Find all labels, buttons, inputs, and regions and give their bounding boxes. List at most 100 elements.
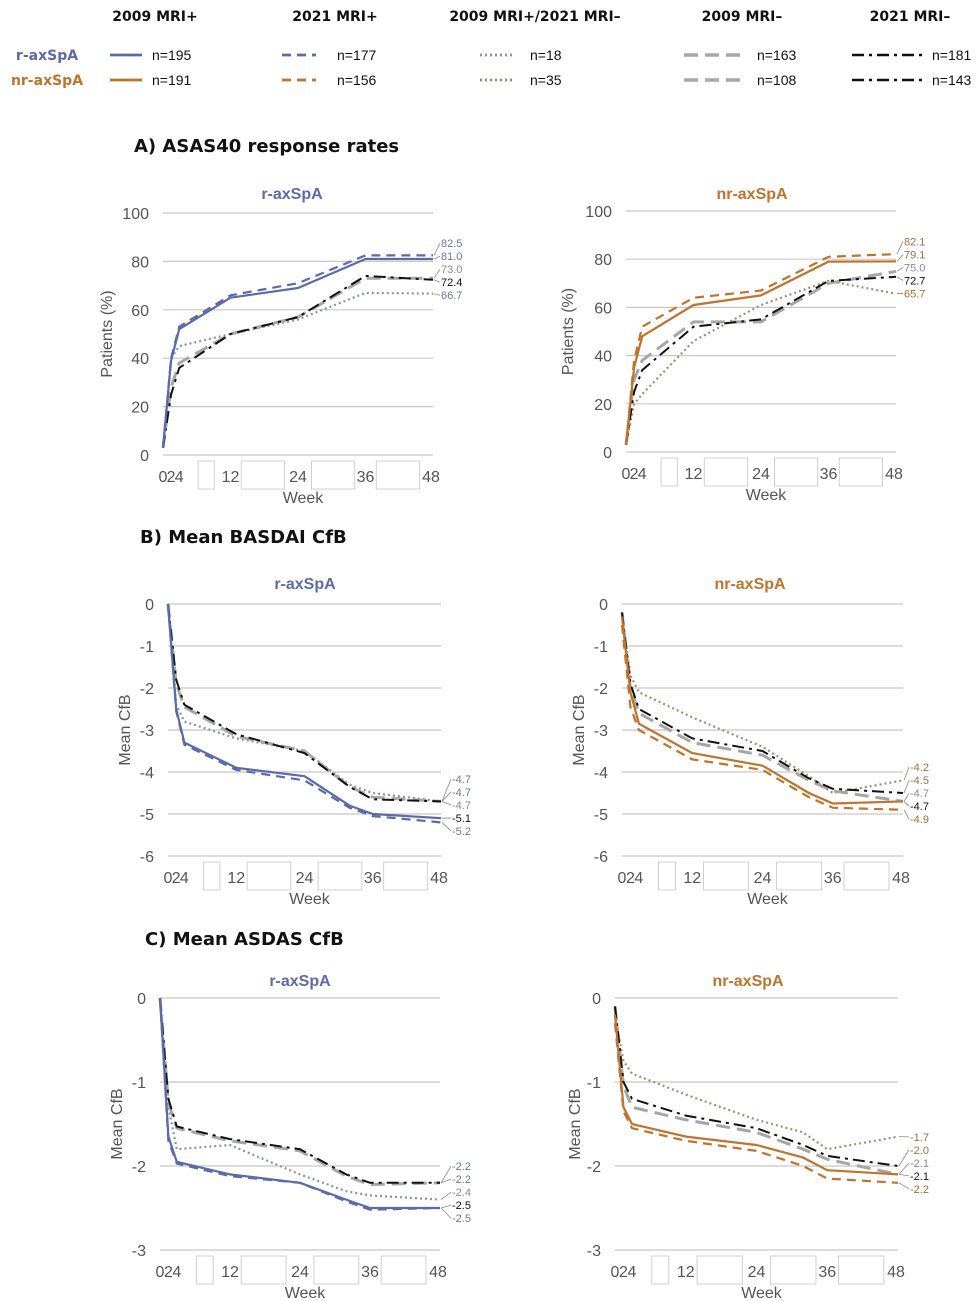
- legend-count: n=163: [757, 47, 797, 63]
- axis-placeholder-box: [774, 457, 819, 487]
- x-tick-label: 2: [172, 870, 181, 887]
- series-line: [624, 269, 897, 445]
- series-line: [158, 997, 440, 1210]
- series-line: [158, 997, 441, 1186]
- end-value-label: -4.2: [910, 762, 929, 774]
- x-tick-label: 2: [167, 469, 176, 486]
- legend-count: n=156: [337, 72, 377, 88]
- axis-placeholder-box: [651, 1255, 670, 1285]
- series-line: [167, 603, 442, 803]
- x-tick-label: 36: [818, 1264, 836, 1281]
- chart-b-nr: nr-axSpA0-1-2-3-4-5-60241224323648WeekMe…: [571, 576, 929, 908]
- axis-placeholder-box: [843, 861, 890, 891]
- end-value-label: 72.7: [904, 275, 925, 287]
- legend-column-header: 2021 MRI+: [292, 9, 378, 25]
- y-axis-label: Mean CfB: [571, 694, 588, 765]
- end-value-label: -2.5: [452, 1200, 471, 1212]
- x-tick-label: 2: [164, 1264, 173, 1281]
- x-tick-label: 0: [611, 1264, 620, 1281]
- chart-title: r-axSpA: [274, 576, 336, 593]
- y-tick-label: 40: [594, 349, 612, 366]
- end-value-label: -2.4: [452, 1187, 471, 1199]
- x-tick-label: 2: [630, 466, 639, 483]
- end-label-leader: [903, 809, 910, 820]
- end-value-label: -5.1: [452, 813, 471, 825]
- y-tick-label: -6: [140, 849, 154, 866]
- y-tick-label: -1: [594, 639, 608, 656]
- end-value-label: 66.7: [441, 290, 462, 302]
- x-axis-label: Week: [747, 891, 789, 908]
- x-tick-label: 36: [361, 1264, 379, 1281]
- series-line: [166, 603, 442, 803]
- end-value-label: -4.7: [910, 801, 929, 813]
- y-axis-label: Mean CfB: [109, 1088, 126, 1159]
- x-tick-label: 12: [222, 469, 240, 486]
- legend-count: n=181: [932, 47, 972, 63]
- y-tick-label: -5: [594, 807, 608, 824]
- y-tick-label: 60: [131, 303, 149, 320]
- x-tick-label: 36: [357, 469, 375, 486]
- series-line: [158, 997, 441, 1201]
- series-line: [613, 1023, 899, 1184]
- end-label-leader: [441, 778, 452, 802]
- x-tick-label: 48: [422, 469, 440, 486]
- y-tick-label: -2: [132, 1159, 146, 1176]
- y-tick-label: -5: [140, 807, 154, 824]
- legend: 2009 MRI+ 2021 MRI+ 2009 MRI+/2021 MRI– 200…: [11, 9, 972, 89]
- x-tick-label: 48: [429, 1264, 447, 1281]
- legend-count: n=18: [530, 47, 562, 63]
- end-label-leader: [898, 1174, 910, 1177]
- y-tick-label: -3: [132, 1243, 146, 1260]
- x-tick-label: 48: [892, 870, 910, 887]
- axis-placeholder-box: [202, 861, 221, 891]
- end-value-label: -4.9: [910, 814, 929, 826]
- axis-placeholder-box: [313, 1255, 360, 1285]
- y-tick-label: -1: [132, 1075, 146, 1092]
- series-line: [614, 1006, 899, 1167]
- x-tick-label: 4: [175, 469, 184, 486]
- axis-placeholder-box: [375, 460, 420, 490]
- x-tick-label: 0: [164, 870, 173, 887]
- end-label-leader: [440, 1166, 452, 1184]
- x-tick-label: 36: [824, 870, 842, 887]
- axis-placeholder-box: [838, 1255, 885, 1285]
- y-tick-label: -4: [140, 765, 154, 782]
- y-tick-label: 20: [594, 397, 612, 414]
- x-tick-label: 24: [748, 1264, 766, 1281]
- x-tick-label: 36: [364, 870, 382, 887]
- end-value-label: 82.5: [441, 238, 462, 250]
- axis-placeholder-box: [658, 861, 676, 891]
- y-tick-label: -3: [140, 723, 154, 740]
- x-tick-label: 12: [685, 466, 703, 483]
- x-tick-label: 4: [634, 870, 643, 887]
- x-tick-label: 0: [156, 1264, 165, 1281]
- series-line: [161, 254, 433, 448]
- end-value-label: 65.7: [904, 288, 925, 300]
- section-title: B) Mean BASDAI CfB: [140, 527, 347, 548]
- x-tick-label: 48: [887, 1264, 905, 1281]
- y-tick-label: 0: [592, 991, 601, 1008]
- axis-placeholder-box: [660, 457, 678, 487]
- legend-row-label: nr-axSpA: [11, 73, 83, 89]
- x-axis-label: Week: [289, 891, 331, 908]
- end-value-label: -2.5: [452, 1213, 471, 1225]
- y-tick-label: -2: [140, 681, 154, 698]
- end-label-leader: [433, 255, 441, 260]
- legend-row-label: r-axSpA: [16, 48, 78, 64]
- end-value-label: 72.4: [441, 277, 462, 289]
- end-value-label: -2.1: [910, 1158, 929, 1170]
- y-axis-label: Mean CfB: [567, 1088, 584, 1159]
- end-value-label: -4.7: [452, 800, 471, 812]
- end-value-label: -2.2: [452, 1174, 471, 1186]
- x-axis-label: Week: [285, 1285, 327, 1301]
- x-tick-label: 12: [227, 870, 245, 887]
- end-value-label: 75.0: [904, 262, 925, 274]
- y-tick-label: -3: [594, 723, 608, 740]
- end-label-leader: [896, 241, 904, 255]
- chart-title: nr-axSpA: [714, 576, 786, 593]
- y-tick-label: -3: [587, 1243, 601, 1260]
- end-value-label: -4.7: [910, 788, 929, 800]
- end-label-leader: [896, 276, 904, 281]
